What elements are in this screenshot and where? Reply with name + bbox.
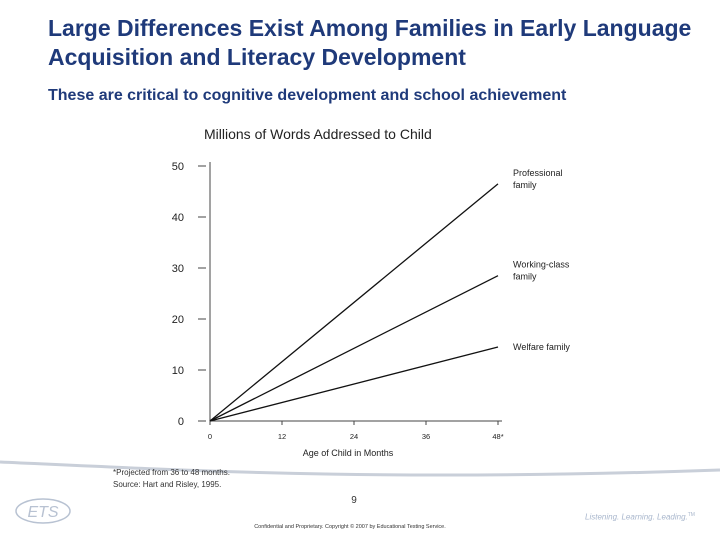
y-tick-label: 40 bbox=[172, 212, 184, 224]
x-tick-label: 12 bbox=[278, 432, 286, 441]
slide-subtitle: These are critical to cognitive developm… bbox=[48, 87, 567, 104]
page-number: 9 bbox=[351, 495, 357, 506]
tagline-trademark: TM bbox=[687, 512, 695, 518]
ets-logo: ETS bbox=[15, 498, 71, 524]
series-line bbox=[209, 183, 499, 422]
confidential-notice: Confidential and Proprietary. Copyright … bbox=[254, 524, 446, 530]
x-axis-ticks: 0 12 24 36 48* bbox=[208, 421, 504, 441]
y-tick-label: 10 bbox=[172, 365, 184, 377]
y-tick-label: 50 bbox=[172, 161, 184, 173]
chart-axes bbox=[209, 162, 502, 422]
x-tick-label: 0 bbox=[208, 432, 212, 441]
tagline-text: Listening. Learning. Leading. bbox=[585, 512, 688, 522]
footnote-source: Source: Hart and Risley, 1995. bbox=[113, 480, 222, 489]
series-label: Professional family bbox=[513, 168, 563, 190]
logo-text: ETS bbox=[27, 504, 58, 521]
x-tick-label: 24 bbox=[350, 432, 358, 441]
slide-title: Large Differences Exist Among Families i… bbox=[48, 15, 692, 70]
series-line bbox=[209, 346, 499, 422]
y-tick-label: 20 bbox=[172, 314, 184, 326]
chart-title: Millions of Words Addressed to Child bbox=[204, 126, 432, 142]
x-axis-label: Age of Child in Months bbox=[303, 448, 394, 458]
series-line bbox=[209, 275, 499, 422]
chart-series bbox=[209, 183, 499, 422]
tagline: Listening. Learning. Leading.TM bbox=[585, 512, 695, 522]
x-tick-label: 48* bbox=[492, 432, 503, 441]
series-labels: Professional family Working-class family Wel… bbox=[513, 168, 570, 352]
series-label: Welfare family bbox=[513, 342, 570, 352]
x-tick-label: 36 bbox=[422, 432, 430, 441]
logo-ring bbox=[15, 498, 71, 524]
decorative-swoosh bbox=[0, 460, 720, 477]
y-axis-ticks: 0 10 20 30 40 50 bbox=[172, 161, 206, 428]
y-tick-label: 30 bbox=[172, 263, 184, 275]
y-tick-label: 0 bbox=[178, 416, 184, 428]
series-label: Working-class family bbox=[513, 260, 570, 282]
footnote-projection: *Projected from 36 to 48 months. bbox=[113, 468, 230, 477]
